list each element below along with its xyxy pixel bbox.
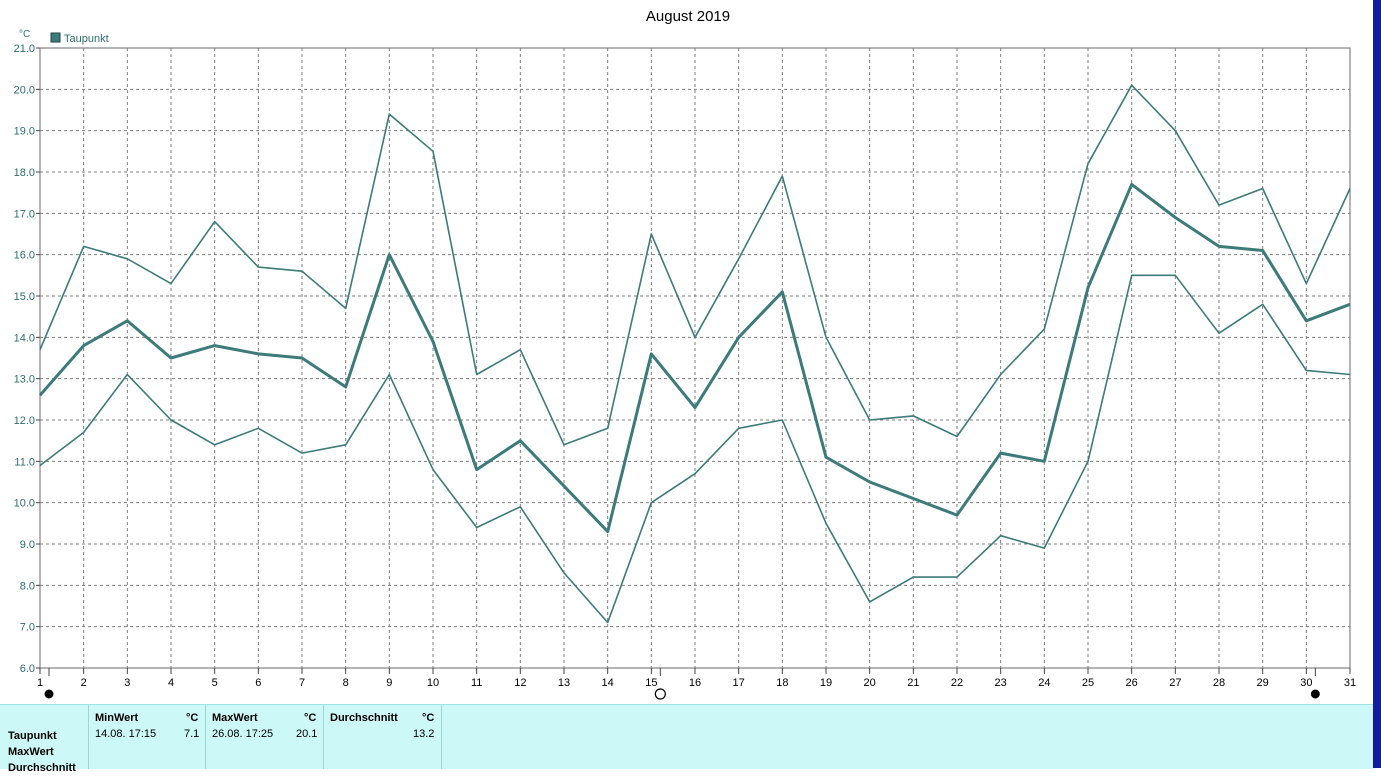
x-tick-label: 1: [37, 677, 43, 689]
stats-panel: Taupunkt MaxWert Durchschnitt MinWert °C…: [0, 704, 1373, 774]
x-tick-label: 27: [1169, 677, 1181, 689]
x-tick-label: 30: [1300, 677, 1312, 689]
y-tick-label: 13.0: [14, 374, 35, 386]
new-moon-icon: [44, 689, 54, 699]
x-tick-label: 21: [907, 677, 919, 689]
avg-value: 13.2: [413, 728, 435, 740]
y-tick-label: 10.0: [14, 498, 35, 510]
min-value: 7.1: [184, 728, 200, 740]
x-axis-ticks: 1 2 3 4 5 6 7 8 9 10 11 12 13 14 15 16 17 18 19 20 21 22 23 24 2…: [37, 668, 1356, 689]
y-tick-label: 14.0: [14, 332, 35, 344]
x-tick-label: 3: [124, 677, 130, 689]
y-tick-label: 6.0: [20, 663, 35, 675]
max-column: MaxWert °C 26.08. 17:25 20.1: [205, 705, 323, 769]
y-tick-label: 9.0: [20, 539, 35, 551]
min-datetime: 14.08. 17:15: [95, 728, 157, 740]
x-tick-label: 22: [951, 677, 963, 689]
x-tick-label: 23: [995, 677, 1007, 689]
y-tick-label: 19.0: [14, 126, 35, 138]
x-tick-label: 6: [255, 677, 261, 689]
y-tick-label: 17.0: [14, 208, 35, 220]
new-moon-icon: [1310, 689, 1320, 699]
series-line-max: [39, 84, 1351, 446]
full-moon-icon: [654, 688, 666, 700]
row-label-durchschnitt: Durchschnitt: [8, 762, 76, 774]
x-tick-label: 16: [689, 677, 701, 689]
series-line-min: [39, 274, 1351, 624]
x-tick-label: 4: [168, 677, 174, 689]
x-tick-label: 14: [602, 677, 614, 689]
x-tick-label: 8: [343, 677, 349, 689]
min-header: MinWert: [95, 712, 139, 724]
x-tick-label: 9: [386, 677, 392, 689]
row-label-maxwert: MaxWert: [8, 746, 54, 758]
x-tick-label: 31: [1344, 677, 1356, 689]
grid: [39, 47, 1351, 669]
y-tick-label: 20.0: [14, 84, 35, 96]
x-tick-label: 2: [81, 677, 87, 689]
avg-unit: °C: [422, 712, 435, 724]
y-axis-unit: °C: [19, 29, 30, 40]
x-tick-label: 26: [1126, 677, 1138, 689]
min-column: MinWert °C 14.08. 17:15 7.1: [88, 705, 205, 769]
avg-column: Durchschnitt °C 13.2: [323, 705, 442, 769]
x-tick-label: 24: [1038, 677, 1050, 689]
y-tick-label: 15.0: [14, 291, 35, 303]
max-unit: °C: [304, 712, 317, 724]
x-tick-label: 12: [514, 677, 526, 689]
series-line-avg: [38, 182, 1351, 534]
max-value: 20.1: [296, 728, 318, 740]
series-lines: [38, 84, 1351, 624]
x-tick-label: 11: [471, 677, 482, 689]
x-tick-label: 29: [1257, 677, 1269, 689]
x-tick-label: 13: [558, 677, 570, 689]
y-tick-label: 11.0: [14, 456, 35, 468]
max-datetime: 26.08. 17:25: [212, 728, 274, 740]
min-unit: °C: [186, 712, 199, 724]
legend-label: Taupunkt: [64, 33, 109, 45]
x-tick-label: 10: [427, 677, 439, 689]
x-tick-label: 20: [864, 677, 876, 689]
y-tick-label: 8.0: [20, 580, 35, 592]
x-tick-label: 7: [299, 677, 305, 689]
y-tick-label: 7.0: [20, 622, 35, 634]
y-tick-label: 12.0: [14, 415, 35, 427]
moon-phase-icons: [44, 668, 1320, 700]
avg-header: Durchschnitt: [330, 712, 398, 724]
x-tick-label: 5: [212, 677, 218, 689]
y-tick-label: 18.0: [14, 167, 35, 179]
background-window-strip: [1373, 0, 1381, 768]
y-axis-ticks: 6.0 7.0 8.0 9.0 10.0 11.0 12.0 13.0 14.0 15.0 16.0…: [14, 43, 40, 675]
chart-title: August 2019: [646, 8, 730, 25]
legend-swatch: [50, 32, 61, 43]
stats-row-labels: Taupunkt MaxWert Durchschnitt: [8, 728, 76, 776]
max-header: MaxWert: [212, 712, 258, 724]
x-tick-label: 25: [1082, 677, 1094, 689]
x-tick-label: 15: [645, 677, 657, 689]
x-tick-label: 18: [776, 677, 788, 689]
x-tick-label: 19: [820, 677, 832, 689]
y-tick-label: 21.0: [14, 43, 35, 55]
row-label-taupunkt: Taupunkt: [8, 730, 57, 742]
dewpoint-chart: August 2019 °C Taupunkt 6.0 7.0 8.0 9.0 10.0…: [14, 8, 1356, 700]
y-tick-label: 16.0: [14, 250, 35, 262]
x-tick-label: 17: [733, 677, 745, 689]
x-tick-label: 28: [1213, 677, 1225, 689]
